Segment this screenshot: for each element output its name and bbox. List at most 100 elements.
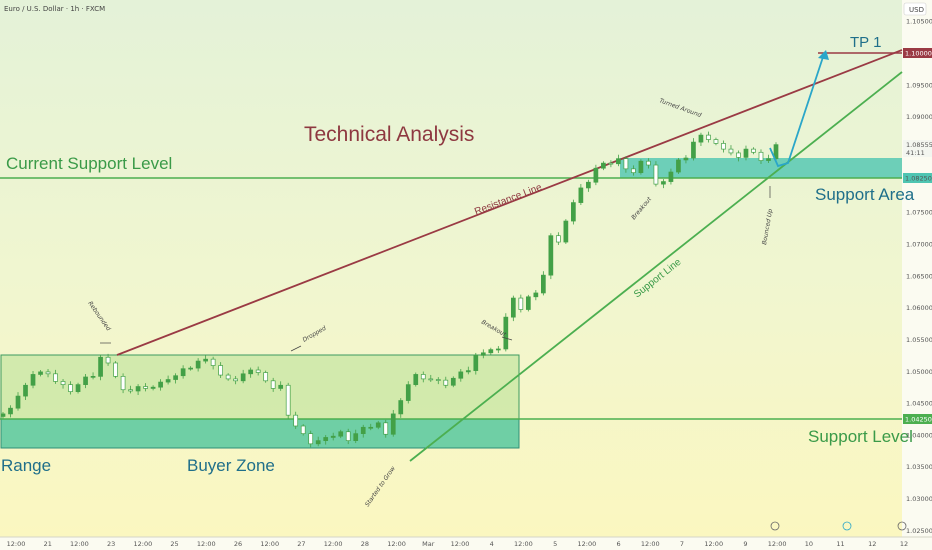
x-tick-label: 12:00	[704, 540, 723, 548]
plot-background	[0, 0, 902, 537]
candle-body	[721, 143, 726, 150]
current-price-label: 1.08555	[906, 141, 932, 149]
candle-body	[68, 384, 73, 392]
y-tick-label: 1.04000	[906, 431, 932, 439]
y-tick-label: 1.03500	[906, 463, 932, 471]
candle-body	[653, 164, 659, 185]
x-tick-label: 12:00	[197, 540, 216, 548]
annot-dropped-arrow	[290, 345, 302, 352]
candle-body	[240, 373, 246, 382]
candle-body	[766, 158, 771, 161]
x-tick-label: 6	[617, 540, 621, 548]
candle-body	[173, 375, 178, 380]
candle-body	[255, 369, 261, 373]
y-tick-label: 1.10500	[906, 18, 932, 26]
candle-body	[338, 431, 344, 437]
candle-body	[248, 369, 254, 375]
tp-price-label: 1.10000	[905, 50, 932, 58]
projection-path	[769, 53, 825, 168]
x-tick-label: 10	[805, 540, 813, 548]
candle-body	[353, 433, 359, 441]
candle-body	[668, 171, 674, 182]
projection-arrowhead	[818, 50, 829, 60]
y-tick-label: 1.05500	[906, 336, 932, 344]
calendar-icon[interactable]	[897, 521, 907, 531]
label-buyer-zone: Buyer Zone	[187, 456, 275, 475]
x-tick-label: 12	[900, 540, 908, 548]
candle-body	[413, 374, 419, 385]
candle-body	[308, 433, 314, 445]
x-tick-label: 12:00	[7, 540, 26, 548]
candle-body	[525, 296, 531, 310]
candle-body	[510, 297, 516, 318]
candle-body	[661, 181, 666, 185]
countdown-label: 41:11	[906, 149, 925, 157]
candle-body	[60, 381, 66, 385]
candle-body	[90, 376, 96, 378]
candle-body	[540, 274, 546, 294]
symbol-title[interactable]: Euro / U.S. Dollar · 1h · FXCM	[4, 5, 105, 13]
time-axis[interactable]: 12:00 21 12:00 23 12:00 25 12:00 26 12:00 27 12:00…	[7, 540, 909, 548]
candle-body	[458, 371, 464, 379]
candle-body	[203, 358, 208, 362]
candle-body	[465, 370, 471, 373]
candle-body	[285, 384, 291, 416]
news-icon[interactable]	[842, 521, 852, 531]
candle-body	[518, 297, 524, 310]
candle-body	[676, 159, 681, 173]
candle-body	[113, 362, 118, 377]
support-level-price-tag	[903, 414, 932, 424]
x-tick-label: 21	[44, 540, 52, 548]
candle-body	[158, 381, 163, 388]
x-tick-label: 12:00	[451, 540, 470, 548]
y-tick-label: 1.06500	[906, 272, 932, 280]
y-tick-label: 1.02500	[906, 527, 932, 535]
candle-body	[30, 374, 36, 386]
candle-body	[420, 374, 426, 380]
candle-body	[601, 162, 606, 169]
candle-body	[368, 426, 374, 429]
time-axis-background	[0, 537, 932, 550]
candle-body	[323, 437, 329, 441]
x-tick-label: 12:00	[70, 540, 89, 548]
candle-body	[563, 220, 569, 243]
candle-body	[45, 371, 51, 375]
candle-body	[578, 187, 584, 203]
candle-body	[495, 348, 501, 351]
currency-badge[interactable]	[903, 2, 927, 16]
x-tick-label: 12:00	[133, 540, 152, 548]
current-price-tag	[903, 140, 932, 157]
x-tick-label: 5	[553, 540, 557, 548]
x-tick-label: 12:00	[577, 540, 596, 548]
candle-body	[293, 414, 299, 427]
candle-body	[503, 316, 509, 350]
candle-body	[623, 158, 629, 170]
candle-body	[646, 160, 651, 166]
candle-body	[608, 162, 614, 165]
annot-breakout-1-arrow	[501, 336, 513, 341]
candle-body	[53, 373, 58, 382]
x-tick-label: 27	[297, 540, 305, 548]
y-tick-label: 1.09000	[906, 113, 932, 121]
title-technical-analysis: Technical Analysis	[304, 123, 474, 146]
candle-body	[83, 376, 88, 385]
candle-body	[773, 144, 779, 160]
candle-body	[330, 435, 336, 438]
candle-body	[195, 360, 201, 369]
candle-body	[225, 374, 231, 380]
tp-price-tag	[903, 48, 932, 58]
y-tick-label: 1.07500	[906, 209, 932, 217]
reset-icon[interactable]	[770, 521, 780, 531]
candle-body	[405, 384, 411, 401]
currency-label: USD	[909, 6, 924, 14]
y-tick-label: 1.04500	[906, 400, 932, 408]
support-area-price-tag	[903, 173, 932, 183]
candle-body	[315, 440, 321, 445]
resistance-line	[116, 49, 903, 356]
support-area-zone	[620, 158, 902, 178]
x-tick-label: 28	[361, 540, 369, 548]
candlestick-series	[0, 131, 779, 448]
candle-body	[713, 139, 719, 144]
candle-body	[0, 413, 6, 417]
x-tick-label: 12:00	[768, 540, 787, 548]
